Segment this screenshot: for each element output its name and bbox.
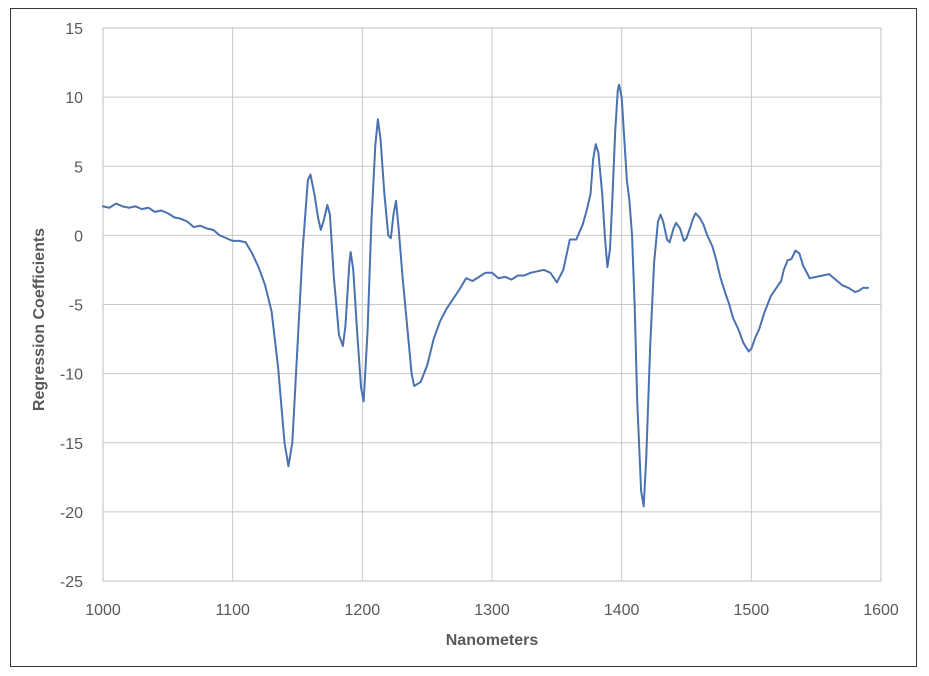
- y-tick-label: 0: [74, 228, 83, 245]
- line-chart: 15 10 5 0 -5 -10 -15 -20 -25 1000 1100 1200 1300 140…: [31, 21, 899, 649]
- y-tick-label: -10: [60, 367, 83, 384]
- x-tick-label: 1200: [345, 602, 381, 619]
- y-axis-title: Regression Coefficients: [31, 228, 48, 411]
- y-axis-ticks: 15 10 5 0 -5 -10 -15 -20 -25: [60, 21, 83, 591]
- y-tick-label: -25: [60, 574, 83, 591]
- x-tick-label: 1100: [215, 602, 250, 619]
- plot-area-border: [102, 27, 882, 582]
- y-tick-label: 5: [74, 159, 83, 176]
- x-axis-ticks: 1000 1100 1200 1300 1400 1500 1600: [85, 602, 899, 619]
- y-tick-label: 10: [65, 90, 83, 107]
- x-tick-label: 1500: [734, 602, 770, 619]
- x-tick-label: 1300: [474, 602, 510, 619]
- x-tick-label: 1600: [863, 602, 899, 619]
- x-tick-label: 1400: [604, 602, 640, 619]
- x-tick-label: 1000: [85, 602, 121, 619]
- x-axis-title: Nanometers: [446, 632, 539, 649]
- grid: [102, 27, 882, 582]
- y-tick-label: -20: [60, 505, 83, 522]
- series-line: [102, 83, 870, 508]
- y-tick-label: -5: [69, 298, 83, 315]
- chart-frame: 15 10 5 0 -5 -10 -15 -20 -25 1000 1100 1200 1300 140…: [10, 8, 917, 667]
- y-tick-label: -15: [60, 436, 83, 453]
- y-tick-label: 15: [65, 21, 83, 38]
